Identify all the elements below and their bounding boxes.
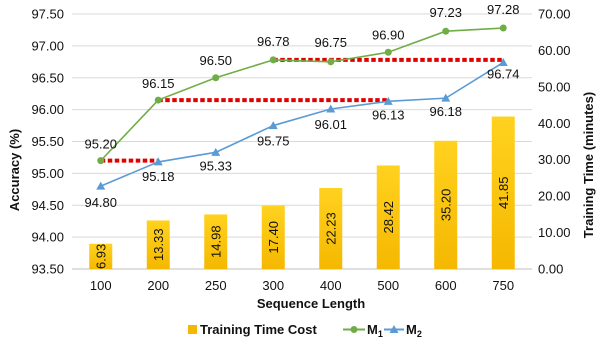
legend-bar-swatch [188, 325, 197, 334]
bar-value-label: 28.42 [381, 201, 396, 234]
legend-m1-marker [350, 326, 358, 333]
right-y-tick-label: 70.00 [538, 7, 571, 22]
right-y-tick-label: 20.00 [538, 189, 571, 204]
legend-m2-label: M2 [406, 322, 422, 339]
series-point [268, 121, 278, 130]
bar-series [89, 116, 515, 270]
series-point [384, 48, 392, 56]
left-y-tick-label: 94.50 [31, 198, 64, 213]
right-y-tick-labels: 0.00 10.00 20.00 30.00 40.00 50.00 60.00 70.00 [538, 7, 571, 277]
reference-lines [100, 57, 504, 163]
series-point [269, 56, 277, 64]
data-labels: 6.93 13.33 14.98 17.40 22.23 28.42 35.20 41.85 9… [84, 2, 519, 269]
m2-value-label: 96.13 [372, 107, 405, 122]
left-y-tick-label: 96.00 [31, 102, 64, 117]
m1-value-label: 96.78 [257, 34, 290, 49]
x-tick-label: 200 [147, 278, 169, 293]
right-y-tick-label: 0.00 [538, 262, 563, 277]
left-y-tick-label: 96.50 [31, 70, 64, 85]
m2-value-label: 94.80 [84, 195, 117, 210]
left-y-tick-label: 97.50 [31, 7, 64, 22]
series-point [153, 157, 163, 166]
left-y-tick-label: 94.00 [31, 230, 64, 245]
bar-value-label: 17.40 [266, 221, 281, 254]
right-y-tick-label: 30.00 [538, 152, 571, 167]
m1-value-label: 96.90 [372, 27, 405, 42]
legend: Training Time Cost M1 M2 [188, 322, 422, 339]
legend-bar-label: Training Time Cost [200, 322, 317, 337]
bar [319, 188, 343, 269]
legend-m2-marker [389, 325, 399, 333]
m2-value-label: 95.33 [199, 158, 232, 173]
series-point [327, 58, 335, 66]
bar [204, 214, 228, 269]
bar-value-label: 13.33 [151, 228, 166, 261]
series-point [211, 147, 221, 156]
left-y-tick-labels: 93.50 94.00 94.50 95.00 95.50 96.00 96.50 97.00… [31, 7, 64, 277]
series-point [442, 27, 450, 35]
bar-value-label: 14.98 [208, 225, 223, 258]
series-point [97, 157, 105, 165]
left-y-tick-label: 95.00 [31, 166, 64, 181]
series-line [100, 61, 504, 187]
m1-value-label: 96.50 [199, 53, 232, 68]
bar [146, 220, 170, 269]
m2-value-label: 95.18 [142, 169, 175, 184]
m2-value-label: 96.74 [487, 66, 520, 81]
x-tick-label: 500 [377, 278, 399, 293]
x-axis-title: Sequence Length [257, 296, 365, 311]
gridlines [72, 13, 532, 270]
right-y-tick-label: 10.00 [538, 225, 571, 240]
series-point [499, 24, 507, 32]
series-point [96, 181, 106, 190]
right-y-tick-label: 50.00 [538, 79, 571, 94]
series-line [100, 27, 504, 162]
series-point [154, 96, 162, 104]
x-tick-label: 250 [205, 278, 227, 293]
m2-value-label: 95.75 [257, 134, 290, 149]
bar [434, 140, 458, 269]
x-tick-label: 600 [435, 278, 457, 293]
left-y-axis-title: Accuracy (%) [7, 129, 22, 211]
m1-value-label: 97.28 [487, 2, 520, 17]
m1-value-label: 97.23 [429, 5, 462, 20]
left-y-tick-label: 97.00 [31, 38, 64, 53]
left-y-tick-label: 95.50 [31, 134, 64, 149]
bar-value-label: 35.20 [438, 189, 453, 222]
series-point [498, 57, 508, 66]
right-y-axis-title: Training Time (minutes) [581, 92, 596, 238]
bar [491, 116, 515, 270]
m2-value-label: 96.18 [429, 104, 462, 119]
x-tick-label: 100 [90, 278, 112, 293]
bar-value-label: 41.85 [496, 176, 511, 209]
bar [261, 205, 285, 269]
x-tick-label: 750 [492, 278, 514, 293]
bar [89, 243, 113, 269]
m1-value-label: 96.15 [142, 76, 175, 91]
m2-value-label: 96.01 [314, 117, 347, 132]
right-y-tick-label: 60.00 [538, 43, 571, 58]
x-tick-labels: 100 200 250 300 400 500 600 750 [90, 278, 514, 293]
series-point [383, 96, 393, 105]
series-point [326, 104, 336, 113]
x-tick-label: 400 [320, 278, 342, 293]
bar [376, 165, 400, 269]
bar-value-label: 6.93 [93, 244, 108, 269]
legend-m1-label: M1 [367, 322, 383, 339]
m1-value-label: 95.20 [84, 137, 117, 152]
bar-value-label: 22.23 [323, 212, 338, 245]
left-y-tick-label: 93.50 [31, 262, 64, 277]
right-y-tick-label: 40.00 [538, 116, 571, 131]
line-series [96, 24, 508, 190]
x-tick-label: 300 [262, 278, 284, 293]
series-point [441, 93, 451, 102]
m1-value-label: 96.75 [314, 35, 347, 50]
series-point [212, 74, 220, 82]
